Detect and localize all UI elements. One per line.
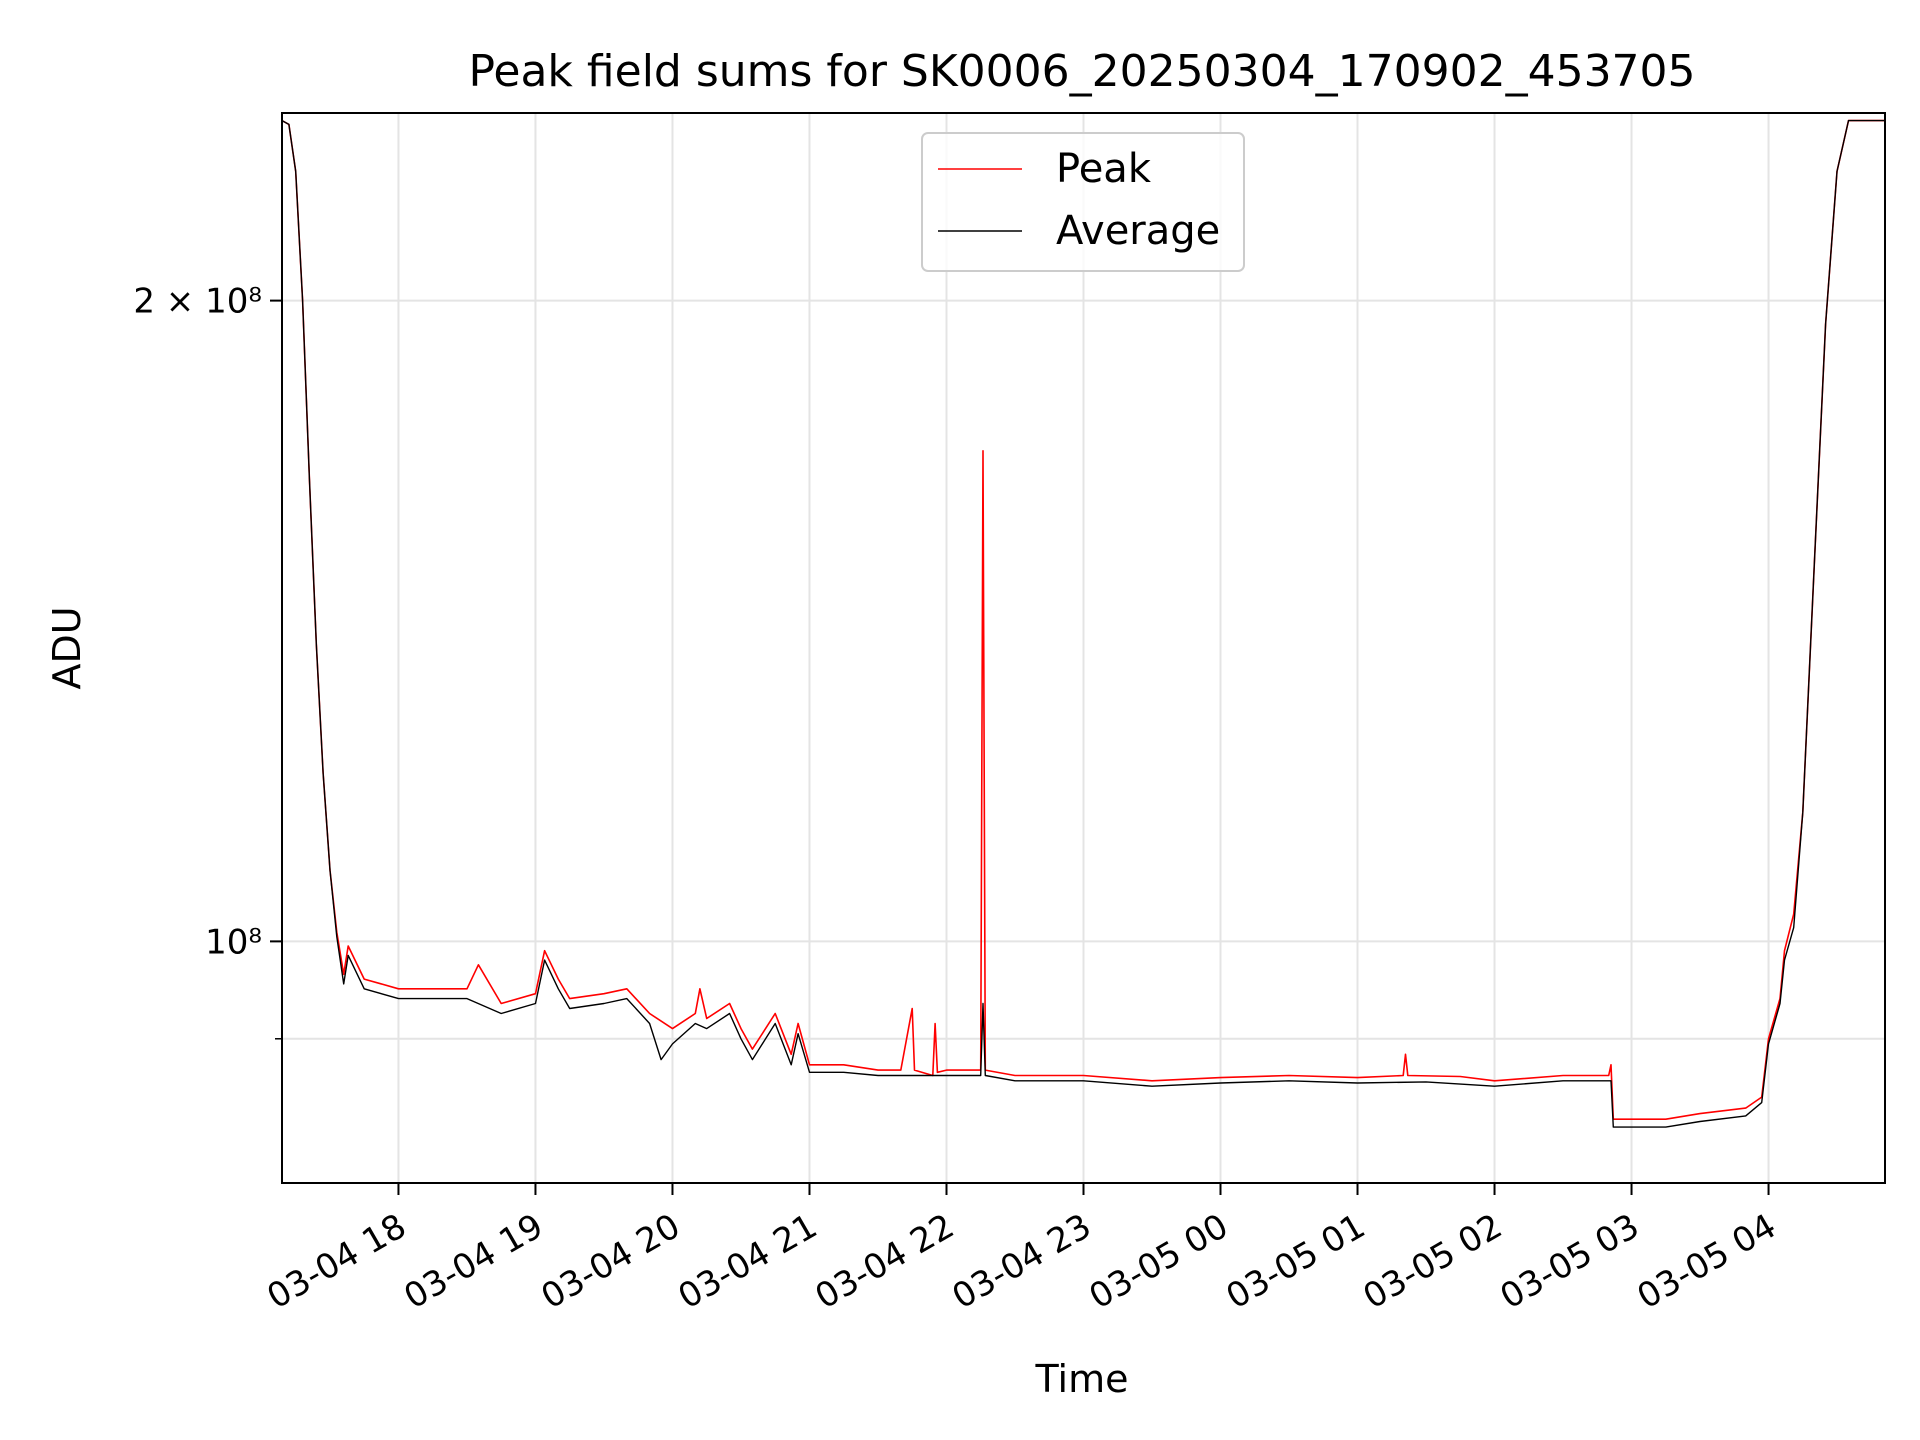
legend: Peak Average (921, 132, 1245, 272)
series-layer (281, 119, 1885, 1128)
x-axis-label: Time (1035, 1357, 1129, 1401)
legend-label-peak: Peak (1056, 146, 1152, 192)
x-tick-label: 03-04 22 (809, 1206, 961, 1317)
series-line-peak (281, 119, 1885, 1120)
x-tick-label: 03-04 18 (261, 1206, 413, 1317)
grid-layer (282, 113, 1885, 1183)
y-tick-label: 10⁸ (205, 922, 262, 962)
x-tick-label: 03-05 02 (1357, 1206, 1509, 1317)
chart-title: Peak field sums for SK0006_20250304_1709… (468, 46, 1695, 97)
y-axis-ticks: 10⁸ 2 × 10⁸ (133, 282, 282, 1040)
x-tick-label: 03-05 03 (1494, 1206, 1646, 1317)
x-tick-label: 03-05 01 (1220, 1206, 1372, 1317)
x-tick-label: 03-04 20 (535, 1206, 687, 1317)
y-tick-label: 2 × 10⁸ (133, 282, 262, 322)
x-tick-label: 03-05 04 (1631, 1206, 1783, 1317)
x-tick-label: 03-04 21 (672, 1206, 824, 1317)
x-tick-label: 03-04 19 (398, 1206, 550, 1317)
series-line-average (281, 119, 1885, 1128)
legend-label-average: Average (1056, 208, 1220, 254)
y-axis-label: ADU (45, 606, 89, 689)
x-tick-label: 03-05 00 (1083, 1206, 1235, 1317)
x-tick-label: 03-04 23 (946, 1206, 1098, 1317)
legend-box (921, 132, 1245, 272)
